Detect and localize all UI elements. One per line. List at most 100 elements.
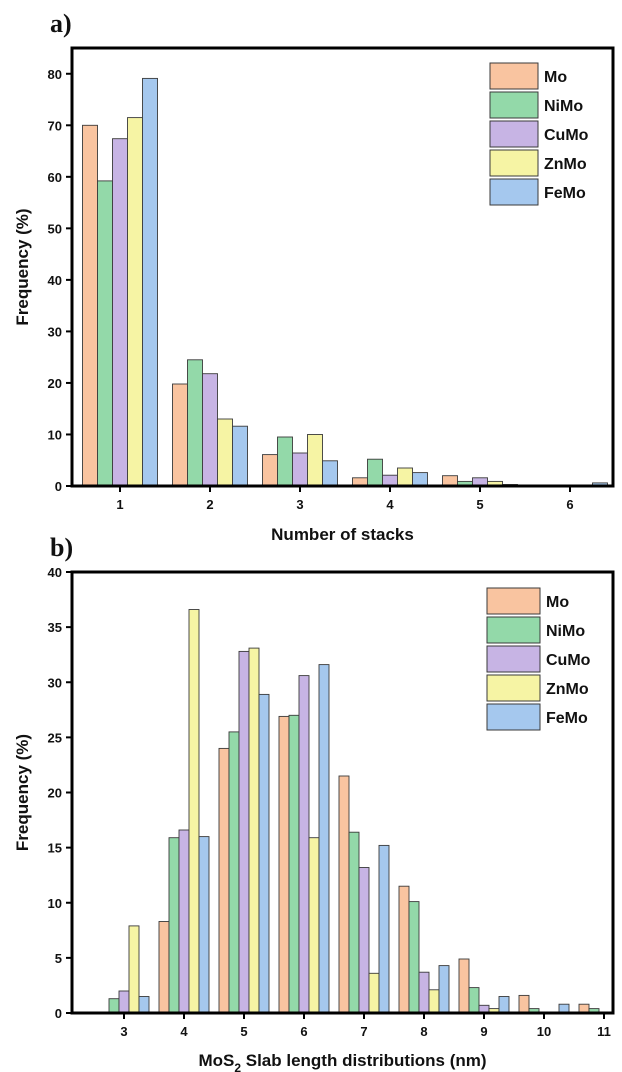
bar-znmo-3 — [307, 434, 323, 487]
legend-swatch-mo — [489, 62, 539, 90]
y-tick-label: 0 — [55, 479, 62, 494]
bar-cumo-8 — [418, 971, 430, 1014]
legend-label-femo: FeMo — [546, 710, 588, 727]
legend-swatch-znmo — [489, 149, 539, 177]
bar-femo-8 — [438, 965, 450, 1014]
legend-label-nimo: NiMo — [544, 98, 583, 115]
x-axis-title-part: Slab length distributions (nm) — [241, 1051, 487, 1070]
x-tick-label: 8 — [420, 1024, 427, 1039]
legend-swatch-cumo — [489, 120, 539, 148]
bar-znmo-4 — [188, 609, 200, 1014]
bar-nimo-8 — [408, 901, 420, 1014]
legend-swatch-femo — [489, 178, 539, 206]
bar-femo-2 — [232, 425, 248, 487]
bar-mo-7 — [338, 775, 350, 1014]
y-tick-label: 10 — [48, 896, 62, 911]
bar-cumo-5 — [238, 650, 250, 1014]
x-tick-label: 5 — [476, 497, 483, 512]
x-tick-label: 6 — [566, 497, 573, 512]
panel-label: b) — [50, 533, 73, 562]
bar-znmo-8 — [428, 989, 440, 1014]
bar-mo-3 — [262, 454, 278, 487]
y-tick-label: 20 — [48, 786, 62, 801]
legend-label-cumo: CuMo — [546, 652, 591, 669]
bar-femo-9 — [498, 996, 510, 1014]
bar-nimo-6 — [288, 714, 300, 1014]
x-tick-label: 7 — [360, 1024, 367, 1039]
x-axis-title: MoS2 Slab length distributions (nm) — [198, 1051, 486, 1072]
bar-femo-3 — [322, 460, 338, 487]
y-tick-label: 25 — [48, 730, 62, 745]
bar-cumo-7 — [358, 867, 370, 1014]
bar-cumo-4 — [382, 474, 398, 487]
y-tick-label: 35 — [48, 620, 62, 635]
bar-znmo-7 — [368, 972, 380, 1014]
bar-znmo-4 — [397, 467, 413, 487]
bar-nimo-2 — [187, 359, 203, 487]
bar-nimo-5 — [228, 731, 240, 1014]
x-tick-label: 3 — [120, 1024, 127, 1039]
legend-label-mo: Mo — [546, 594, 569, 611]
bar-znmo-6 — [308, 837, 320, 1014]
legend-swatch-femo — [486, 703, 541, 731]
bar-znmo-5 — [248, 647, 260, 1014]
bar-cumo-2 — [202, 373, 218, 487]
bar-femo-4 — [412, 472, 428, 487]
bar-mo-9 — [458, 958, 470, 1014]
y-tick-label: 10 — [48, 427, 62, 442]
y-tick-label: 20 — [48, 376, 62, 391]
y-axis-title: Frequency (%) — [13, 734, 32, 851]
y-tick-label: 50 — [48, 221, 62, 236]
chart-panel-b: b) 0 5 10 15 20 25 30 35 40 3 4 5 6 7 8 9 10 11 Frequency (… — [13, 533, 615, 1072]
x-axis-title-subscript: 2 — [234, 1061, 241, 1072]
bar-mo-6 — [278, 715, 290, 1014]
bar-znmo-2 — [217, 418, 233, 487]
x-tick-label: 6 — [300, 1024, 307, 1039]
bar-znmo-1 — [127, 117, 143, 487]
bar-mo-8 — [398, 885, 410, 1014]
bar-znmo-3 — [128, 925, 140, 1014]
legend-swatch-nimo — [489, 91, 539, 119]
x-tick-label: 10 — [537, 1024, 551, 1039]
panel-label: a) — [50, 9, 72, 38]
legend-label-znmo: ZnMo — [544, 156, 587, 173]
bar-cumo-1 — [112, 138, 128, 487]
legend-label-cumo: CuMo — [544, 127, 589, 144]
y-tick-label: 30 — [48, 324, 62, 339]
legend-label-mo: Mo — [544, 69, 567, 86]
y-tick-label: 40 — [48, 273, 62, 288]
x-tick-label: 1 — [116, 497, 123, 512]
x-axis-title-part: MoS — [198, 1051, 234, 1070]
bar-mo-2 — [172, 383, 188, 487]
y-axis-title: Frequency (%) — [13, 208, 32, 325]
x-tick-label: 4 — [386, 497, 394, 512]
y-tick-label: 0 — [55, 1006, 62, 1021]
bar-nimo-1 — [97, 180, 113, 487]
bar-nimo-3 — [108, 998, 120, 1014]
bar-femo-4 — [198, 836, 210, 1014]
x-axis-title: Number of stacks — [271, 525, 414, 544]
legend-label-nimo: NiMo — [546, 623, 585, 640]
bar-cumo-3 — [118, 990, 130, 1014]
bar-nimo-4 — [168, 837, 180, 1014]
bar-mo-1 — [82, 124, 98, 487]
bar-nimo-3 — [277, 436, 293, 487]
bar-nimo-4 — [367, 458, 383, 487]
bar-mo-10 — [518, 994, 530, 1014]
bar-mo-5 — [442, 475, 458, 487]
y-tick-label: 60 — [48, 170, 62, 185]
y-tick-label: 70 — [48, 118, 62, 133]
y-tick-label: 15 — [48, 841, 62, 856]
y-tick-label: 30 — [48, 675, 62, 690]
legend-swatch-nimo — [486, 616, 541, 644]
y-tick-label: 40 — [48, 565, 62, 580]
plot-frame — [70, 46, 615, 488]
chart-panel-a: a) 0 10 20 30 40 50 60 70 80 1 2 3 4 5 6 Frequency (%) Nu… — [13, 9, 615, 544]
bar-femo-6 — [318, 664, 330, 1014]
legend-label-znmo: ZnMo — [546, 681, 589, 698]
legend-label-femo: FeMo — [544, 185, 586, 202]
y-tick-label: 80 — [48, 67, 62, 82]
x-tick-label: 2 — [206, 497, 213, 512]
bar-mo-4 — [158, 921, 170, 1014]
